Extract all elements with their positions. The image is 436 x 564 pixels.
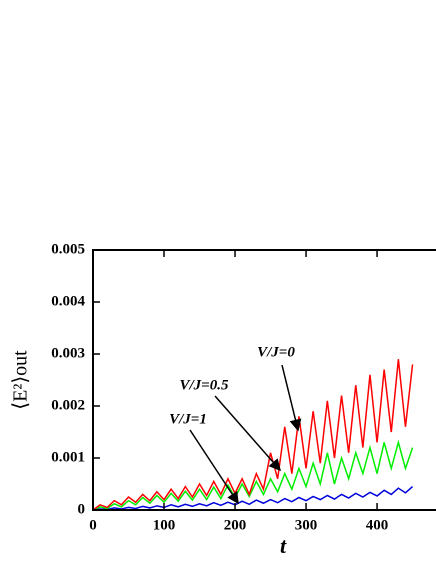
annotation-arrow bbox=[214, 395, 281, 472]
x-tick-label: 100 bbox=[153, 517, 176, 533]
annotation: V/J=0.5 bbox=[180, 377, 229, 393]
annotation: V/J=1 bbox=[169, 411, 207, 427]
series-line bbox=[93, 439, 414, 510]
series-line bbox=[93, 359, 414, 510]
x-tick-label: 200 bbox=[224, 517, 247, 533]
plot-frame bbox=[92, 249, 436, 511]
y-tick-label: 0.003 bbox=[51, 345, 85, 361]
series-line bbox=[93, 486, 414, 510]
annotation: V/J=0 bbox=[257, 344, 295, 360]
plot-area bbox=[93, 359, 414, 510]
y-tick-label: 0.002 bbox=[51, 397, 85, 413]
x-tick-label: 300 bbox=[295, 517, 318, 533]
x-tick-label: 0 bbox=[89, 517, 97, 533]
x-tick-label: 400 bbox=[366, 517, 389, 533]
y-tick-label: 0.004 bbox=[51, 293, 85, 309]
y-tick-label: 0.005 bbox=[51, 241, 85, 257]
annotation-arrow bbox=[281, 364, 302, 432]
annotation-arrow bbox=[189, 429, 239, 505]
y-axis-label: ⟨E²⟩out bbox=[10, 350, 32, 410]
y-tick-label: 0 bbox=[78, 501, 86, 517]
y-tick-label: 0.001 bbox=[51, 449, 85, 465]
x-axis-label: t bbox=[280, 533, 287, 558]
